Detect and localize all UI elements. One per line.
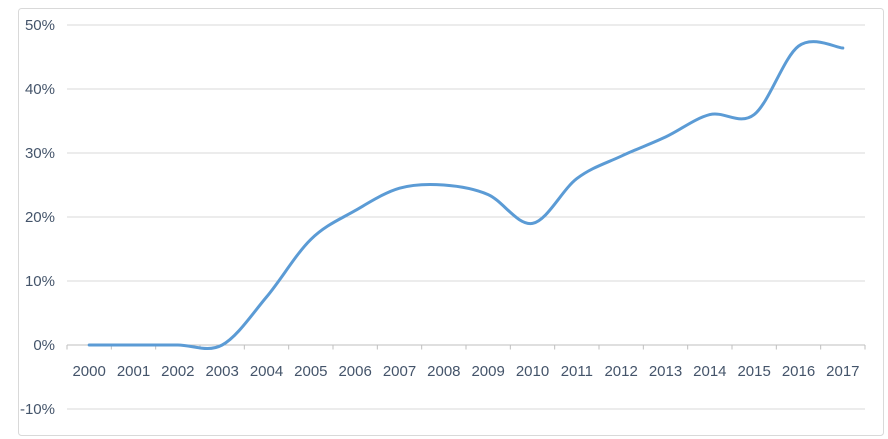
x-axis-label: 2015 <box>737 363 770 380</box>
y-axis-label: 40% <box>25 81 55 98</box>
x-axis-label: 2009 <box>471 363 504 380</box>
x-axis-label: 2013 <box>649 363 682 380</box>
x-axis-label: 2004 <box>250 363 283 380</box>
data-series-line <box>87 40 845 351</box>
y-axis-label: 30% <box>25 145 55 162</box>
x-axis-label: 2017 <box>826 363 859 380</box>
x-axis-label: 2001 <box>117 363 150 380</box>
chart-border <box>18 8 884 436</box>
x-axis-label: 2012 <box>604 363 637 380</box>
y-axis-label: 0% <box>33 337 55 354</box>
x-axis-label: 2006 <box>338 363 371 380</box>
y-axis-label: 50% <box>25 17 55 34</box>
x-axis-label: 2016 <box>782 363 815 380</box>
y-axis-label: -10% <box>20 401 55 418</box>
x-axis-label: 2008 <box>427 363 460 380</box>
x-axis-label: 2002 <box>161 363 194 380</box>
x-axis-label: 2000 <box>72 363 105 380</box>
y-axis-label: 20% <box>25 209 55 226</box>
y-axis-label: 10% <box>25 273 55 290</box>
x-axis-label: 2014 <box>693 363 726 380</box>
x-axis-label: 2005 <box>294 363 327 380</box>
x-axis-label: 2003 <box>205 363 238 380</box>
x-axis-label: 2007 <box>383 363 416 380</box>
x-axis-label: 2010 <box>516 363 549 380</box>
x-axis-label: 2011 <box>561 363 593 380</box>
